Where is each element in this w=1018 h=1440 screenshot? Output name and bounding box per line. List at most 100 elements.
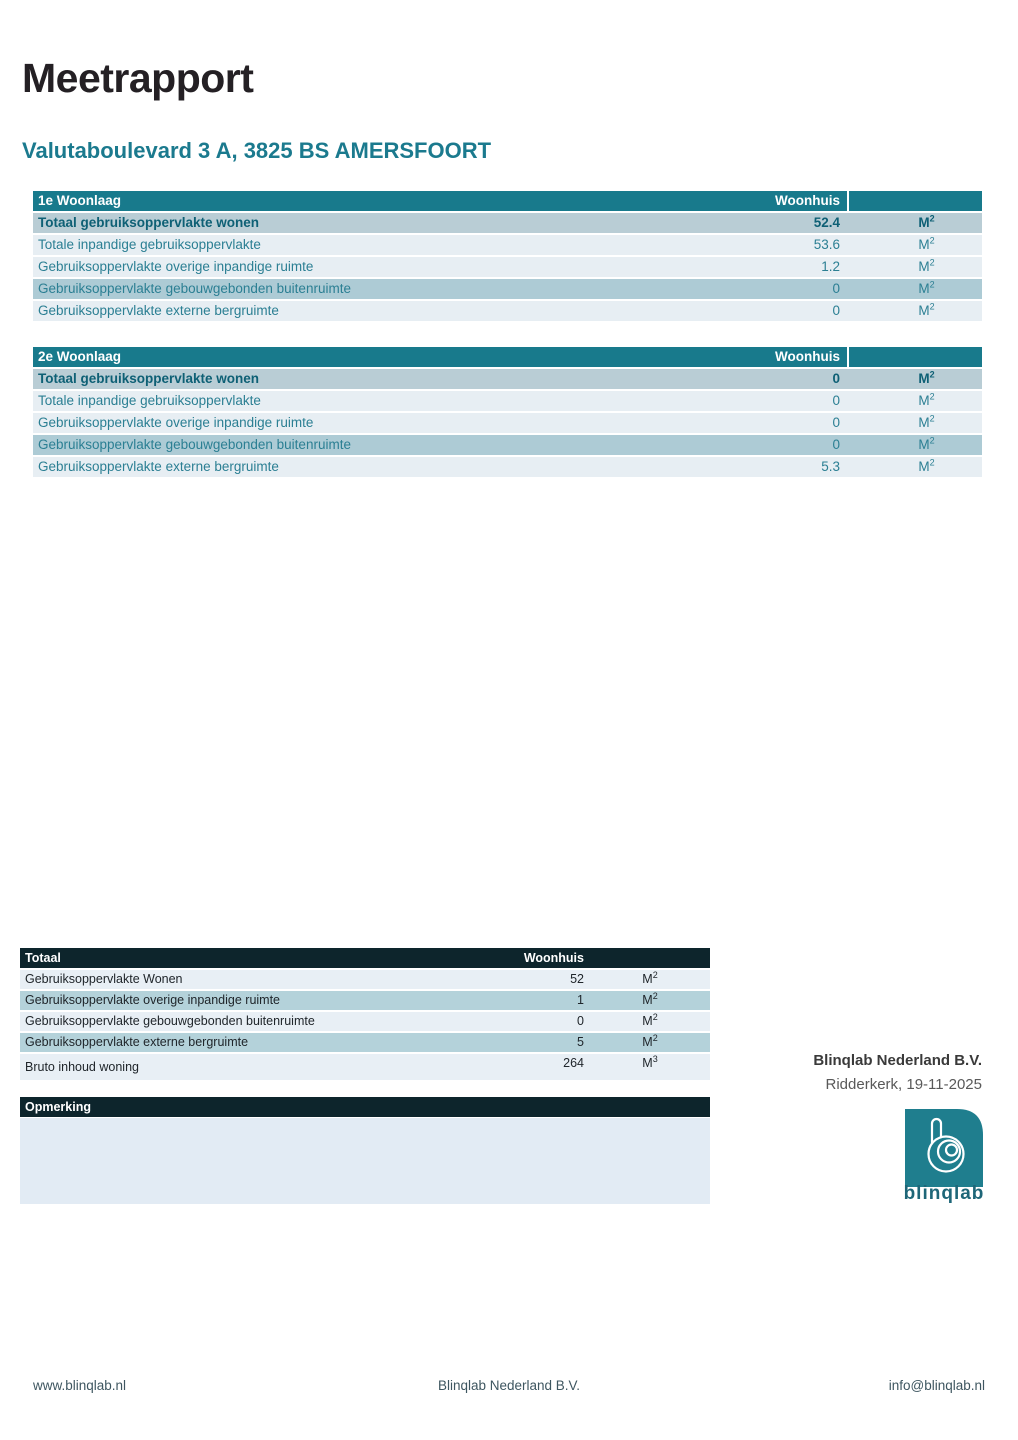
table-row: Totaal gebruiksoppervlakte wonen 52.4 M2 — [33, 213, 982, 233]
row-label: Bruto inhoud woning — [25, 1060, 139, 1074]
unit-exponent: 2 — [652, 990, 658, 1001]
row-value: 52.4 — [813, 215, 840, 230]
unit-base: M — [918, 371, 930, 386]
column-header-woonhuis: Woonhuis — [775, 193, 840, 208]
row-label: Gebruiksoppervlakte overige inpandige ru… — [25, 993, 281, 1007]
table-row: Gebruiksoppervlakte gebouwgebonden buite… — [33, 435, 982, 455]
row-label: Totaal gebruiksoppervlakte wonen — [38, 215, 260, 230]
unit-exponent: 2 — [929, 435, 935, 446]
row-label: Gebruiksoppervlakte externe bergruimte — [38, 303, 279, 318]
row-value: 264 — [563, 1056, 584, 1070]
row-unit: M2 — [590, 970, 710, 989]
row-label: Totale inpandige gebruiksoppervlakte — [38, 237, 261, 252]
unit-exponent: 2 — [652, 1011, 658, 1022]
row-unit: M2 — [847, 391, 982, 411]
unit-exponent: 2 — [929, 457, 935, 468]
unit-base: M — [918, 415, 930, 430]
unit-base: M — [918, 259, 930, 274]
row-unit: M2 — [847, 435, 982, 455]
row-value: 0 — [577, 1014, 584, 1028]
row-value: 0 — [832, 303, 840, 318]
unit-base: M — [642, 972, 653, 986]
row-value: 0 — [832, 371, 840, 386]
row-label: Gebruiksoppervlakte externe bergruimte — [25, 1035, 249, 1049]
row-label: Gebruiksoppervlakte Wonen — [25, 972, 183, 986]
column-header-woonhuis: Woonhuis — [523, 951, 584, 965]
table-title: 1e Woonlaag — [38, 193, 122, 208]
row-value: 5.3 — [821, 459, 840, 474]
column-header-unit — [590, 948, 710, 968]
company-name: Blinqlab Nederland B.V. — [813, 1052, 982, 1069]
unit-exponent: 3 — [652, 1053, 658, 1064]
unit-base: M — [918, 437, 930, 452]
unit-exponent: 2 — [652, 969, 658, 980]
table-row: Gebruiksoppervlakte gebouwgebonden buite… — [20, 1012, 710, 1031]
table-header-row: Totaal Woonhuis — [20, 948, 710, 968]
column-header-woonhuis: Woonhuis — [775, 349, 840, 364]
row-unit: M2 — [847, 257, 982, 277]
unit-exponent: 2 — [929, 279, 935, 290]
unit-base: M — [642, 993, 653, 1007]
blinqlab-logo-icon — [905, 1109, 983, 1187]
table-row: Bruto inhoud woning 264 M3 — [20, 1054, 710, 1080]
row-label: Gebruiksoppervlakte gebouwgebonden buite… — [38, 437, 351, 452]
footer-website: www.blinqlab.nl — [33, 1378, 127, 1393]
page-title: Meetrapport — [22, 55, 254, 101]
unit-base: M — [642, 1035, 653, 1049]
blinqlab-wordmark: blinqlab — [903, 1183, 985, 1204]
row-value: 1 — [577, 993, 584, 1007]
row-label: Gebruiksoppervlakte gebouwgebonden buite… — [38, 281, 351, 296]
table-row: Gebruiksoppervlakte overige inpandige ru… — [33, 413, 982, 433]
row-unit: M2 — [847, 235, 982, 255]
row-unit: M2 — [847, 413, 982, 433]
unit-exponent: 2 — [929, 369, 935, 380]
row-value: 0 — [832, 415, 840, 430]
remark-body — [20, 1118, 710, 1204]
table-header-row: 2e Woonlaag Woonhuis — [33, 347, 982, 367]
row-value: 1.2 — [821, 259, 840, 274]
row-unit: M2 — [847, 457, 982, 477]
row-unit: M2 — [847, 279, 982, 299]
column-header-unit — [847, 191, 982, 211]
unit-exponent: 2 — [929, 213, 935, 224]
unit-exponent: 2 — [929, 235, 935, 246]
row-label: Gebruiksoppervlakte gebouwgebonden buite… — [25, 1014, 315, 1028]
table-2e-woonlaag: 2e Woonlaag Woonhuis Totaal gebruiksoppe… — [33, 347, 982, 479]
table-row: Gebruiksoppervlakte externe bergruimte 0… — [33, 301, 982, 321]
table-row: Gebruiksoppervlakte overige inpandige ru… — [20, 991, 710, 1010]
table-row: Gebruiksoppervlakte gebouwgebonden buite… — [33, 279, 982, 299]
footer-company: Blinqlab Nederland B.V. — [437, 1378, 581, 1393]
row-unit: M2 — [847, 369, 982, 389]
unit-base: M — [918, 459, 930, 474]
unit-exponent: 2 — [929, 391, 935, 402]
row-value: 0 — [832, 437, 840, 452]
table-row: Gebruiksoppervlakte externe bergruimte 5… — [33, 457, 982, 477]
column-header-unit — [847, 347, 982, 367]
address-subtitle: Valutaboulevard 3 A, 3825 BS AMERSFOORT — [22, 138, 492, 163]
row-unit: M2 — [590, 1012, 710, 1031]
unit-exponent: 2 — [929, 257, 935, 268]
unit-base: M — [918, 393, 930, 408]
row-value: 0 — [832, 393, 840, 408]
footer-email: info@blinqlab.nl — [888, 1378, 985, 1393]
row-unit: M2 — [847, 301, 982, 321]
row-label: Gebruiksoppervlakte overige inpandige ru… — [38, 415, 314, 430]
table-header-row: 1e Woonlaag Woonhuis — [33, 191, 982, 211]
unit-base: M — [918, 237, 930, 252]
unit-base: M — [642, 1056, 653, 1070]
table-row: Totale inpandige gebruiksoppervlakte 0 M… — [33, 391, 982, 411]
unit-base: M — [918, 281, 930, 296]
table-row: Gebruiksoppervlakte overige inpandige ru… — [33, 257, 982, 277]
unit-exponent: 2 — [929, 301, 935, 312]
row-value: 52 — [570, 972, 584, 986]
row-unit: M2 — [847, 213, 982, 233]
table-row: Gebruiksoppervlakte Wonen 52 M2 — [20, 970, 710, 989]
place-and-date: Ridderkerk, 19-11-2025 — [825, 1076, 982, 1093]
table-row: Gebruiksoppervlakte externe bergruimte 5… — [20, 1033, 710, 1052]
unit-exponent: 2 — [929, 413, 935, 424]
table-row: Totaal gebruiksoppervlakte wonen 0 M2 — [33, 369, 982, 389]
remark-header: Opmerking — [20, 1097, 710, 1117]
table-1e-woonlaag: 1e Woonlaag Woonhuis Totaal gebruiksoppe… — [33, 191, 982, 323]
unit-base: M — [642, 1014, 653, 1028]
